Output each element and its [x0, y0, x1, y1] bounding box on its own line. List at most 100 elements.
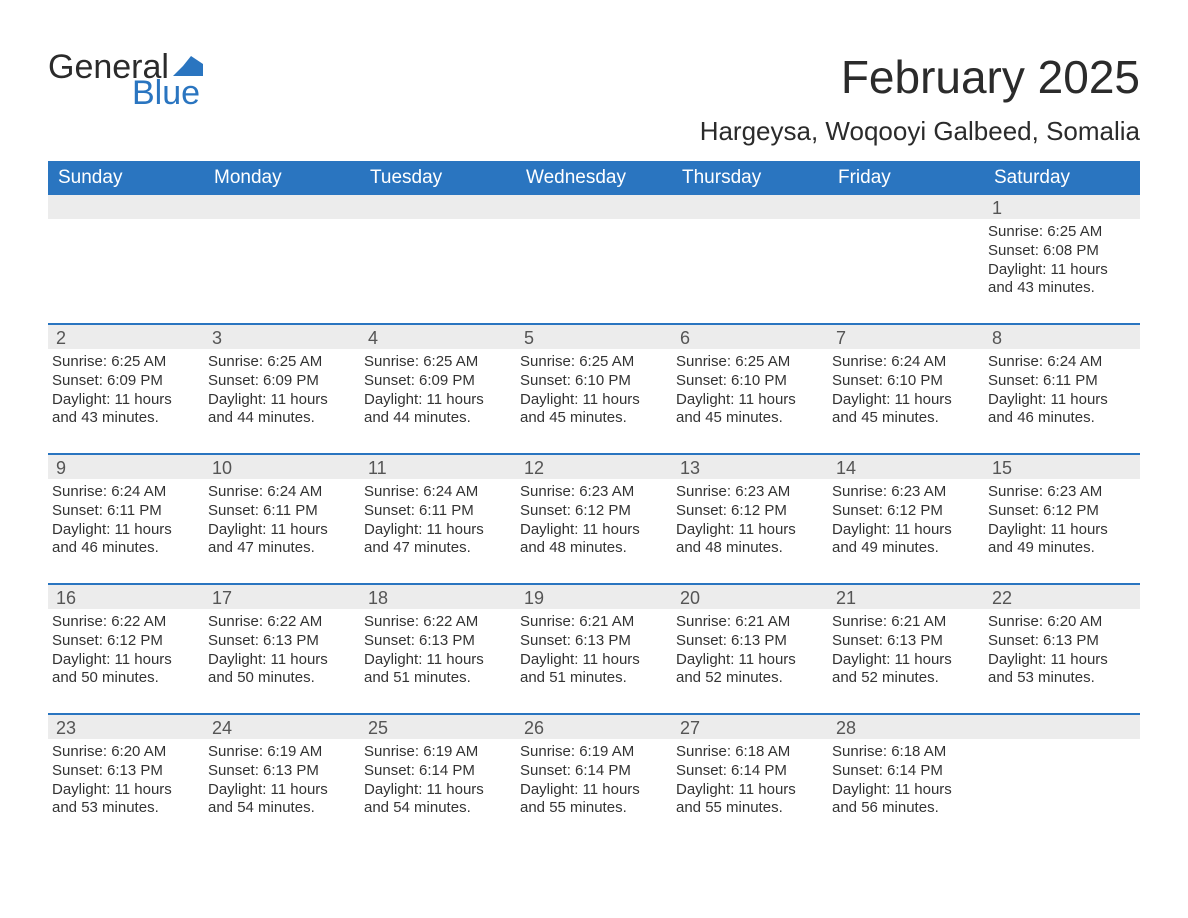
day-dl1: Daylight: 11 hours	[364, 651, 508, 670]
day-dl2: and 50 minutes.	[52, 669, 196, 688]
day-sunset: Sunset: 6:14 PM	[832, 762, 976, 781]
day-dl1: Daylight: 11 hours	[676, 781, 820, 800]
day-dl1: Daylight: 11 hours	[520, 391, 664, 410]
day-sunrise: Sunrise: 6:20 AM	[988, 613, 1132, 632]
day-cell	[360, 195, 516, 323]
day-dl2: and 43 minutes.	[52, 409, 196, 428]
day-body: Sunrise: 6:25 AMSunset: 6:08 PMDaylight:…	[984, 219, 1140, 302]
day-dl1: Daylight: 11 hours	[208, 781, 352, 800]
day-number	[828, 195, 984, 219]
day-sunrise: Sunrise: 6:22 AM	[208, 613, 352, 632]
day-dl2: and 45 minutes.	[676, 409, 820, 428]
day-dl1: Daylight: 11 hours	[676, 391, 820, 410]
day-cell: 20Sunrise: 6:21 AMSunset: 6:13 PMDayligh…	[672, 585, 828, 713]
day-dl1: Daylight: 11 hours	[364, 521, 508, 540]
day-cell	[828, 195, 984, 323]
day-sunrise: Sunrise: 6:23 AM	[988, 483, 1132, 502]
day-dl1: Daylight: 11 hours	[988, 651, 1132, 670]
day-dl2: and 55 minutes.	[520, 799, 664, 818]
week-row: 9Sunrise: 6:24 AMSunset: 6:11 PMDaylight…	[48, 453, 1140, 583]
day-dl2: and 45 minutes.	[832, 409, 976, 428]
day-number: 11	[360, 455, 516, 479]
day-body: Sunrise: 6:24 AMSunset: 6:11 PMDaylight:…	[204, 479, 360, 562]
day-dl1: Daylight: 11 hours	[52, 521, 196, 540]
day-number: 3	[204, 325, 360, 349]
day-cell	[516, 195, 672, 323]
day-dl2: and 49 minutes.	[988, 539, 1132, 558]
day-cell: 27Sunrise: 6:18 AMSunset: 6:14 PMDayligh…	[672, 715, 828, 843]
day-sunrise: Sunrise: 6:19 AM	[520, 743, 664, 762]
weeks-container: 1Sunrise: 6:25 AMSunset: 6:08 PMDaylight…	[48, 195, 1140, 843]
day-body	[204, 219, 360, 227]
day-cell: 11Sunrise: 6:24 AMSunset: 6:11 PMDayligh…	[360, 455, 516, 583]
week-row: 16Sunrise: 6:22 AMSunset: 6:12 PMDayligh…	[48, 583, 1140, 713]
day-sunrise: Sunrise: 6:25 AM	[988, 223, 1132, 242]
day-cell: 24Sunrise: 6:19 AMSunset: 6:13 PMDayligh…	[204, 715, 360, 843]
day-dl2: and 51 minutes.	[520, 669, 664, 688]
day-body: Sunrise: 6:23 AMSunset: 6:12 PMDaylight:…	[984, 479, 1140, 562]
day-number: 14	[828, 455, 984, 479]
day-cell: 26Sunrise: 6:19 AMSunset: 6:14 PMDayligh…	[516, 715, 672, 843]
day-cell: 1Sunrise: 6:25 AMSunset: 6:08 PMDaylight…	[984, 195, 1140, 323]
day-number: 28	[828, 715, 984, 739]
header-sunday: Sunday	[48, 161, 204, 195]
day-body: Sunrise: 6:19 AMSunset: 6:13 PMDaylight:…	[204, 739, 360, 822]
day-sunset: Sunset: 6:12 PM	[988, 502, 1132, 521]
header-tuesday: Tuesday	[360, 161, 516, 195]
day-dl1: Daylight: 11 hours	[520, 521, 664, 540]
header-saturday: Saturday	[984, 161, 1140, 195]
day-sunset: Sunset: 6:13 PM	[208, 632, 352, 651]
day-dl2: and 48 minutes.	[676, 539, 820, 558]
day-dl1: Daylight: 11 hours	[832, 521, 976, 540]
day-number: 4	[360, 325, 516, 349]
day-number: 21	[828, 585, 984, 609]
day-sunset: Sunset: 6:09 PM	[364, 372, 508, 391]
day-body: Sunrise: 6:21 AMSunset: 6:13 PMDaylight:…	[672, 609, 828, 692]
day-body	[516, 219, 672, 227]
day-body: Sunrise: 6:24 AMSunset: 6:11 PMDaylight:…	[48, 479, 204, 562]
week-row: 2Sunrise: 6:25 AMSunset: 6:09 PMDaylight…	[48, 323, 1140, 453]
day-dl2: and 44 minutes.	[208, 409, 352, 428]
day-dl2: and 51 minutes.	[364, 669, 508, 688]
day-sunrise: Sunrise: 6:18 AM	[676, 743, 820, 762]
day-sunrise: Sunrise: 6:24 AM	[832, 353, 976, 372]
day-dl1: Daylight: 11 hours	[52, 651, 196, 670]
day-sunset: Sunset: 6:14 PM	[676, 762, 820, 781]
day-sunset: Sunset: 6:12 PM	[52, 632, 196, 651]
logo-text-2: Blue	[132, 76, 200, 110]
day-dl1: Daylight: 11 hours	[208, 651, 352, 670]
day-cell: 8Sunrise: 6:24 AMSunset: 6:11 PMDaylight…	[984, 325, 1140, 453]
day-body: Sunrise: 6:23 AMSunset: 6:12 PMDaylight:…	[828, 479, 984, 562]
day-cell: 22Sunrise: 6:20 AMSunset: 6:13 PMDayligh…	[984, 585, 1140, 713]
day-dl1: Daylight: 11 hours	[52, 781, 196, 800]
day-body	[828, 219, 984, 227]
day-cell: 5Sunrise: 6:25 AMSunset: 6:10 PMDaylight…	[516, 325, 672, 453]
day-dl1: Daylight: 11 hours	[52, 391, 196, 410]
day-sunrise: Sunrise: 6:22 AM	[364, 613, 508, 632]
day-dl2: and 54 minutes.	[208, 799, 352, 818]
day-cell: 25Sunrise: 6:19 AMSunset: 6:14 PMDayligh…	[360, 715, 516, 843]
day-dl1: Daylight: 11 hours	[364, 391, 508, 410]
day-dl2: and 48 minutes.	[520, 539, 664, 558]
day-dl1: Daylight: 11 hours	[988, 391, 1132, 410]
day-sunset: Sunset: 6:08 PM	[988, 242, 1132, 261]
day-sunrise: Sunrise: 6:19 AM	[364, 743, 508, 762]
day-body: Sunrise: 6:24 AMSunset: 6:11 PMDaylight:…	[984, 349, 1140, 432]
day-cell: 10Sunrise: 6:24 AMSunset: 6:11 PMDayligh…	[204, 455, 360, 583]
header-monday: Monday	[204, 161, 360, 195]
day-dl1: Daylight: 11 hours	[832, 781, 976, 800]
day-cell: 23Sunrise: 6:20 AMSunset: 6:13 PMDayligh…	[48, 715, 204, 843]
day-sunrise: Sunrise: 6:23 AM	[520, 483, 664, 502]
calendar: Sunday Monday Tuesday Wednesday Thursday…	[48, 161, 1140, 843]
day-sunrise: Sunrise: 6:24 AM	[988, 353, 1132, 372]
day-number: 19	[516, 585, 672, 609]
day-number: 8	[984, 325, 1140, 349]
day-sunrise: Sunrise: 6:21 AM	[832, 613, 976, 632]
day-sunset: Sunset: 6:12 PM	[832, 502, 976, 521]
day-dl1: Daylight: 11 hours	[676, 521, 820, 540]
day-cell	[204, 195, 360, 323]
day-sunset: Sunset: 6:11 PM	[208, 502, 352, 521]
header-friday: Friday	[828, 161, 984, 195]
day-sunrise: Sunrise: 6:25 AM	[364, 353, 508, 372]
day-dl1: Daylight: 11 hours	[832, 651, 976, 670]
